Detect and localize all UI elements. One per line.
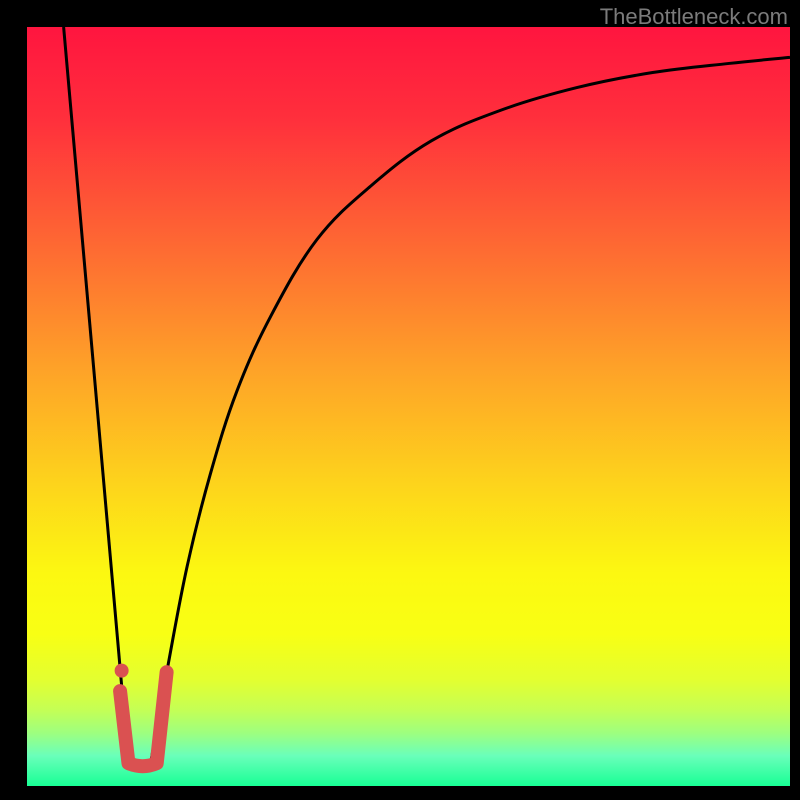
plot-area	[27, 27, 790, 786]
chart-svg	[27, 27, 790, 786]
right-curve	[151, 57, 790, 763]
watermark-label: TheBottleneck.com	[600, 4, 788, 30]
highlight-j-marker	[120, 672, 167, 766]
left-line	[64, 27, 129, 763]
highlight-dot-marker	[115, 664, 129, 678]
outer-black-frame	[0, 0, 800, 800]
